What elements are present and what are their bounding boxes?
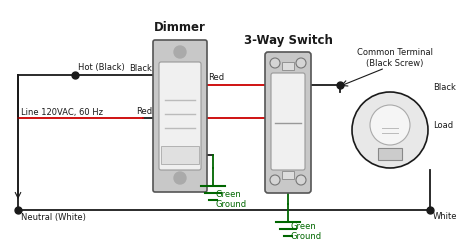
Text: Green
Ground: Green Ground	[291, 222, 322, 241]
Circle shape	[174, 172, 186, 184]
Circle shape	[270, 175, 280, 185]
FancyBboxPatch shape	[271, 73, 305, 170]
Text: White: White	[433, 212, 457, 221]
Circle shape	[174, 46, 186, 58]
Text: Black: Black	[433, 82, 456, 92]
Text: Green
Ground: Green Ground	[216, 190, 247, 209]
Text: Red: Red	[208, 73, 224, 82]
Bar	[282, 171, 294, 179]
Text: Black: Black	[129, 64, 152, 73]
Text: Dimmer: Dimmer	[154, 21, 206, 34]
Text: Common Terminal
(Black Screw): Common Terminal (Black Screw)	[357, 48, 433, 68]
FancyBboxPatch shape	[265, 52, 311, 193]
Circle shape	[270, 58, 280, 68]
Text: Line 120VAC, 60 Hz: Line 120VAC, 60 Hz	[21, 108, 103, 117]
Circle shape	[296, 175, 306, 185]
Circle shape	[370, 105, 410, 145]
Text: Red: Red	[136, 107, 152, 116]
Text: Neutral (White): Neutral (White)	[21, 213, 86, 222]
Circle shape	[296, 58, 306, 68]
Bar	[161, 146, 199, 164]
Bar	[282, 62, 294, 70]
Text: Load: Load	[433, 121, 453, 130]
Text: 3-Way Switch: 3-Way Switch	[244, 34, 332, 47]
Circle shape	[352, 92, 428, 168]
Bar	[378, 148, 402, 160]
Text: Hot (Black): Hot (Black)	[78, 63, 125, 72]
FancyBboxPatch shape	[153, 40, 207, 192]
FancyBboxPatch shape	[159, 62, 201, 170]
